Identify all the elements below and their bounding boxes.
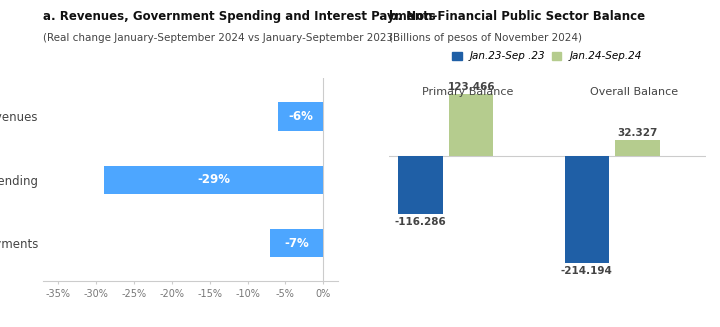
Text: -7%: -7%: [284, 237, 309, 250]
Text: Primary Balance: Primary Balance: [423, 87, 513, 96]
Legend: Jan.23-Sep .23, Jan.24-Sep.24: Jan.23-Sep .23, Jan.24-Sep.24: [448, 47, 647, 65]
Text: Overall Balance: Overall Balance: [590, 87, 678, 96]
Text: b. Non-Financial Public Sector Balance: b. Non-Financial Public Sector Balance: [389, 10, 645, 23]
Bar: [104, 165, 323, 194]
Bar: [449, 94, 493, 156]
Text: (Real change January-September 2024 vs January-September 2023: (Real change January-September 2024 vs J…: [43, 33, 393, 43]
Text: (Billions of pesos of November 2024): (Billions of pesos of November 2024): [389, 33, 582, 43]
Text: a. Revenues, Government Spending and Interest Payments: a. Revenues, Government Spending and Int…: [43, 10, 436, 23]
Bar: [278, 102, 323, 131]
Text: -6%: -6%: [288, 110, 313, 123]
Text: 123.466: 123.466: [447, 82, 495, 92]
Text: -116.286: -116.286: [395, 217, 446, 227]
Text: -29%: -29%: [197, 173, 230, 186]
Bar: [564, 156, 609, 263]
Text: -214.194: -214.194: [561, 266, 613, 276]
Bar: [616, 140, 660, 156]
Bar: [270, 229, 323, 257]
Text: 32.327: 32.327: [617, 128, 657, 138]
Bar: [398, 156, 443, 214]
